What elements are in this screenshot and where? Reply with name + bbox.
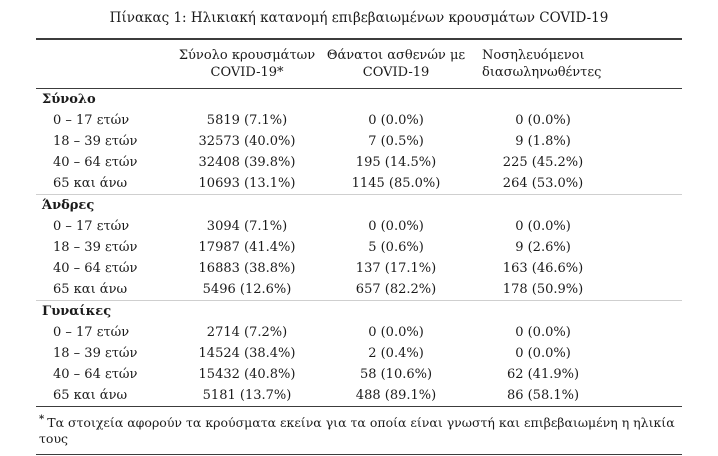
table-row: 40 – 64 ετών 32408 (39.8%) 195 (14.5%) 225 …	[36, 152, 682, 173]
section-row: Γυναίκες	[36, 300, 682, 322]
column-header-intubated: Νοσηλευόμενοι διασωληνωθέντες	[482, 48, 602, 80]
cell-intubated: 62 (41.9%)	[506, 367, 580, 382]
cell-intubated: 9 (1.8%)	[515, 134, 571, 149]
header-corner-cell	[36, 39, 172, 89]
cell-intubated: 9 (2.6%)	[515, 240, 571, 255]
cell-deaths: 0 (0.0%)	[368, 325, 424, 340]
cell-cases: 32408 (39.8%)	[198, 155, 296, 170]
cell-deaths: 0 (0.0%)	[368, 113, 424, 128]
section-row-spacer	[172, 194, 682, 216]
cell-intubated: 163 (46.6%)	[502, 261, 584, 276]
table-row: 18 – 39 ετών 17987 (41.4%) 5 (0.6%) 9 (2.6%…	[36, 237, 682, 258]
cell-intubated: 86 (58.1%)	[506, 388, 580, 403]
row-filler-cell	[616, 131, 682, 152]
table-row: 65 και άνω 5496 (12.6%) 657 (82.2%) 178 (50…	[36, 279, 682, 301]
age-group-label: 0 – 17 ετών	[53, 219, 130, 234]
row-filler-cell	[616, 152, 682, 173]
table-row: 0 – 17 ετών 5819 (7.1%) 0 (0.0%) 0 (0.0%)	[36, 110, 682, 131]
cell-cases: 3094 (7.1%)	[206, 219, 288, 234]
table-row: 0 – 17 ετών 3094 (7.1%) 0 (0.0%) 0 (0.0%)	[36, 216, 682, 237]
section-row-spacer	[172, 300, 682, 322]
cell-deaths: 657 (82.2%)	[355, 282, 437, 297]
row-filler-cell	[616, 343, 682, 364]
column-header-deaths: Θάνατοι ασθενών με COVID-19	[326, 48, 466, 80]
section-row: Σύνολο	[36, 89, 682, 111]
cell-deaths: 195 (14.5%)	[355, 155, 437, 170]
cell-intubated: 0 (0.0%)	[515, 346, 571, 361]
cell-intubated: 0 (0.0%)	[515, 219, 571, 234]
section-row: Άνδρες	[36, 194, 682, 216]
row-filler-cell	[616, 237, 682, 258]
row-filler-cell	[616, 173, 682, 195]
table-row: 65 και άνω 5181 (13.7%) 488 (89.1%) 86 (58.…	[36, 385, 682, 407]
table-body: Σύνολο 0 – 17 ετών 5819 (7.1%) 0 (0.0%) 0 (0…	[36, 89, 682, 407]
age-group-label: 0 – 17 ετών	[53, 325, 130, 340]
row-filler-cell	[616, 216, 682, 237]
footnote-marker: *	[39, 414, 45, 425]
cell-deaths: 58 (10.6%)	[359, 367, 433, 382]
age-group-label: 40 – 64 ετών	[53, 155, 138, 170]
row-filler-cell	[616, 279, 682, 301]
cell-cases: 5496 (12.6%)	[202, 282, 292, 297]
cell-intubated: 225 (45.2%)	[502, 155, 584, 170]
row-filler-cell	[616, 110, 682, 131]
cell-cases: 10693 (13.1%)	[198, 176, 296, 191]
row-filler-cell	[616, 385, 682, 407]
table-row: 18 – 39 ετών 14524 (38.4%) 2 (0.4%) 0 (0.0%…	[36, 343, 682, 364]
cell-deaths: 488 (89.1%)	[355, 388, 437, 403]
age-group-label: 18 – 39 ετών	[53, 346, 138, 361]
header-row: Σύνολο κρουσμάτων COVID-19* Θάνατοι ασθεν…	[36, 39, 682, 89]
cell-deaths: 1145 (85.0%)	[351, 176, 441, 191]
cell-intubated: 0 (0.0%)	[515, 113, 571, 128]
header-filler-cell	[616, 39, 682, 89]
section-row-spacer	[172, 89, 682, 111]
cell-deaths: 0 (0.0%)	[368, 219, 424, 234]
cell-cases: 5819 (7.1%)	[206, 113, 288, 128]
cell-intubated: 0 (0.0%)	[515, 325, 571, 340]
covid-age-distribution-table: Σύνολο κρουσμάτων COVID-19* Θάνατοι ασθεν…	[36, 38, 682, 407]
section-title: Γυναίκες	[36, 300, 172, 322]
table-row: 65 και άνω 10693 (13.1%) 1145 (85.0%) 264 (…	[36, 173, 682, 195]
cell-cases: 14524 (38.4%)	[198, 346, 296, 361]
cell-deaths: 137 (17.1%)	[355, 261, 437, 276]
age-group-label: 18 – 39 ετών	[53, 134, 138, 149]
cell-cases: 32573 (40.0%)	[198, 134, 296, 149]
cell-deaths: 5 (0.6%)	[368, 240, 424, 255]
row-filler-cell	[616, 364, 682, 385]
cell-deaths: 7 (0.5%)	[368, 134, 424, 149]
cell-cases: 15432 (40.8%)	[198, 367, 296, 382]
table-head: Σύνολο κρουσμάτων COVID-19* Θάνατοι ασθεν…	[36, 39, 682, 89]
row-filler-cell	[616, 322, 682, 343]
cell-cases: 16883 (38.8%)	[198, 261, 296, 276]
age-group-label: 65 και άνω	[53, 282, 128, 297]
table-row: 40 – 64 ετών 16883 (38.8%) 137 (17.1%) 163 …	[36, 258, 682, 279]
cell-cases: 5181 (13.7%)	[202, 388, 292, 403]
table-row: 18 – 39 ετών 32573 (40.0%) 7 (0.5%) 9 (1.8%…	[36, 131, 682, 152]
cell-deaths: 2 (0.4%)	[368, 346, 424, 361]
table-row: 40 – 64 ετών 15432 (40.8%) 58 (10.6%) 62 (4…	[36, 364, 682, 385]
age-group-label: 65 και άνω	[53, 176, 128, 191]
table-title: Πίνακας 1: Ηλικιακή κατανομή επιβεβαιωμέ…	[109, 10, 609, 26]
footnote: * Τα στοιχεία αφορούν τα κρούσματα εκείνα…	[36, 407, 682, 456]
table-row: 0 – 17 ετών 2714 (7.2%) 0 (0.0%) 0 (0.0%)	[36, 322, 682, 343]
section-title: Άνδρες	[36, 194, 172, 216]
cell-intubated: 264 (53.0%)	[502, 176, 584, 191]
row-filler-cell	[616, 258, 682, 279]
cell-intubated: 178 (50.9%)	[502, 282, 584, 297]
footnote-text: Τα στοιχεία αφορούν τα κρούσματα εκείνα …	[39, 415, 675, 447]
age-group-label: 40 – 64 ετών	[53, 261, 138, 276]
column-header-total-cases: Σύνολο κρουσμάτων COVID-19*	[178, 48, 316, 80]
table-wrapper: Σύνολο κρουσμάτων COVID-19* Θάνατοι ασθεν…	[36, 38, 682, 407]
cell-cases: 17987 (41.4%)	[198, 240, 296, 255]
age-group-label: 65 και άνω	[53, 388, 128, 403]
age-group-label: 0 – 17 ετών	[53, 113, 130, 128]
age-group-label: 18 – 39 ετών	[53, 240, 138, 255]
age-group-label: 40 – 64 ετών	[53, 367, 138, 382]
section-title: Σύνολο	[42, 92, 96, 107]
cell-cases: 2714 (7.2%)	[206, 325, 288, 340]
